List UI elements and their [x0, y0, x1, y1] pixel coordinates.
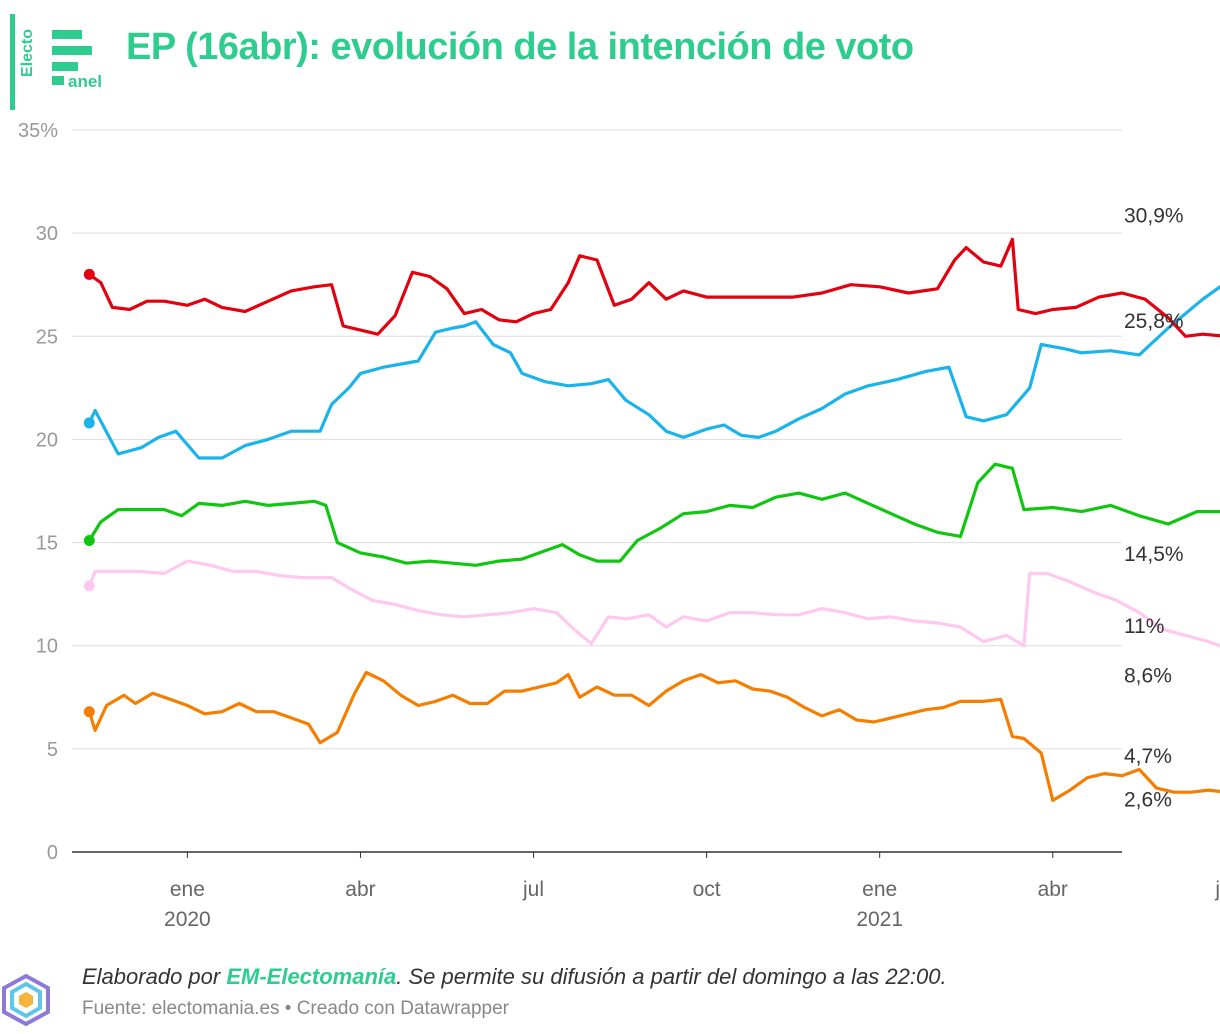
credit-line: Elaborado por EM-Electomanía. Se permite… [82, 964, 947, 989]
y-tick-label: 0 [47, 842, 58, 864]
end-value-label-ciudadanos: 2,6% [1124, 788, 1172, 811]
header: Electo anel EP (16abr): evolución de la … [0, 0, 1220, 120]
y-tick-label: 35% [18, 120, 58, 142]
logo-text-vertical: Electo [19, 28, 37, 78]
y-tick-label: 5 [47, 739, 58, 761]
electopanel-logo: Electo anel [19, 16, 108, 92]
end-value-label-sumar: 8,6% [1124, 665, 1172, 688]
y-tick-label: 15 [36, 533, 58, 555]
x-tick-label: abr [1038, 878, 1068, 901]
y-tick-label: 20 [36, 429, 58, 451]
electomania-logo-icon [2, 973, 50, 1027]
x-tick-year: 2020 [164, 908, 211, 931]
start-point-ciudadanos [83, 706, 95, 718]
x-tick-label: ene [862, 878, 897, 901]
x-tick-label: jul [522, 878, 544, 901]
series-line-unidas-podemos [87, 559, 1220, 648]
end-value-label-vox: 14,5% [1124, 543, 1184, 566]
start-point-pp [83, 417, 95, 429]
line-chart: 0 5 10 15 20 25 30 35% ene 2020 abr jul oct ene 2021 ab… [18, 120, 1220, 931]
x-tick-label: jul [1214, 878, 1220, 901]
end-value-label-unidas-podemos: 11% [1124, 615, 1164, 638]
accent-bar [10, 14, 15, 110]
x-tick-year: 2021 [856, 908, 903, 931]
series-line-ciudadanos [87, 670, 1220, 802]
x-tick-label: abr [345, 878, 375, 901]
start-point-psoe [83, 268, 95, 280]
series-line-psoe [87, 237, 1220, 338]
x-tick-label: oct [693, 878, 721, 901]
end-value-label-podemos: 4,7% [1124, 745, 1172, 768]
series-line-vox [87, 462, 1220, 567]
source-line: Fuente: electomania.es • Creado con Data… [82, 998, 509, 1019]
series-line-pp [87, 284, 1220, 460]
x-tick-label: ene [170, 878, 205, 901]
start-point-unidas-podemos [83, 580, 95, 592]
logo-text-anel: anel [68, 72, 103, 91]
brand-link[interactable]: EM-Electomanía [226, 964, 397, 989]
chart-area: 0 5 10 15 20 25 30 35% ene 2020 abr jul oct ene 2021 ab… [0, 110, 1220, 950]
chart-title: EP (16abr): evolución de la intención de… [126, 26, 914, 68]
y-tick-label: 30 [36, 223, 58, 245]
y-tick-label: 25 [36, 326, 58, 348]
end-value-label-pp: 30,9% [1124, 205, 1184, 228]
end-value-label-psoe: 25,8% [1124, 310, 1184, 333]
y-tick-label: 10 [36, 636, 58, 658]
logo-bars-icon [52, 30, 92, 88]
start-point-vox [83, 535, 95, 547]
